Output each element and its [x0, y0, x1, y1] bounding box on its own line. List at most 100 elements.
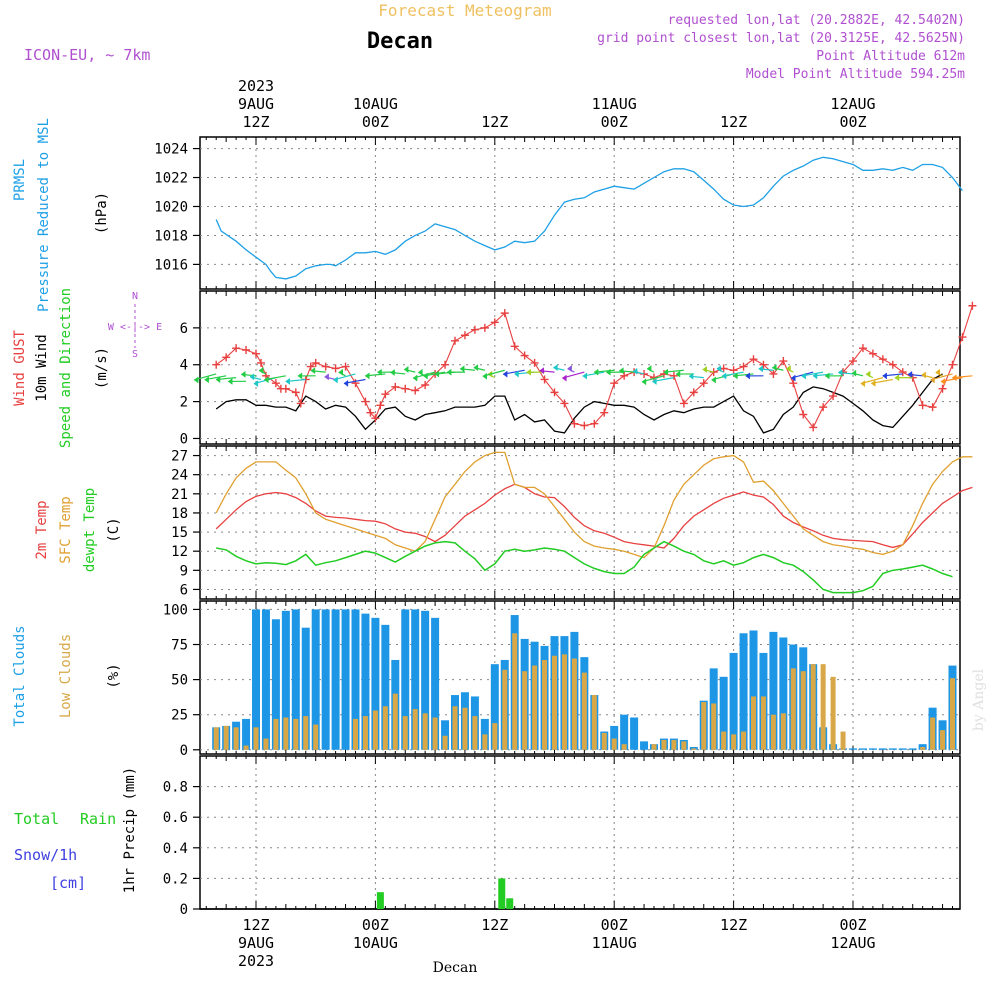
low-cloud-bar — [422, 713, 428, 750]
low-cloud-bar — [532, 665, 538, 750]
gust-marker — [222, 353, 231, 362]
wind-arrowhead — [377, 368, 382, 376]
wind-arrowhead — [249, 373, 255, 381]
top-time-label: 12Z — [242, 113, 269, 131]
total-cloud-bar — [351, 609, 360, 750]
rain-bar — [376, 892, 384, 909]
bottom-time-label: 00Z — [362, 916, 389, 934]
low-cloud-bar — [402, 716, 408, 750]
wind-arrowhead — [258, 366, 264, 374]
total-cloud-bar — [271, 619, 280, 750]
wind-arrowhead — [526, 368, 532, 376]
bottom-time-label: 2023 — [238, 952, 274, 970]
total-cloud-bar — [849, 748, 857, 750]
total-cloud-bar — [490, 664, 499, 750]
wind-arrowhead — [227, 377, 233, 385]
gust-marker — [868, 349, 877, 358]
model-altitude: Model Point Altitude 594.25m — [746, 67, 965, 82]
low-cloud-bar — [293, 718, 299, 750]
wind-arrowhead — [865, 370, 871, 378]
wind-arrowhead — [514, 370, 519, 378]
wind-arrowhead — [343, 379, 349, 387]
series-line-dewpt-temp — [216, 540, 953, 594]
low-cloud-bar — [651, 744, 657, 750]
wind-arrowhead — [333, 376, 338, 384]
total-clouds-label: Total Clouds — [12, 625, 28, 726]
wind-arrowhead — [553, 364, 558, 372]
top-time-label: 00Z — [839, 113, 866, 131]
wind-arrowhead — [716, 365, 722, 373]
total-cloud-bar — [610, 725, 619, 750]
gust-marker — [590, 419, 599, 428]
wind-arrowhead — [324, 373, 329, 381]
total-cloud-bar — [640, 741, 649, 750]
low-cloud-bar — [283, 717, 289, 750]
low-cloud-bar — [770, 714, 776, 750]
gust-marker — [600, 408, 609, 417]
gust-marker — [799, 410, 808, 419]
low-cloud-bar — [780, 713, 786, 750]
clouds-unit: (%) — [106, 663, 122, 688]
gust-marker — [699, 379, 708, 388]
low-cloud-bar — [601, 732, 607, 750]
total-cloud-bar — [719, 676, 728, 750]
wind-arrowhead — [675, 370, 681, 378]
gust-marker — [510, 342, 519, 351]
temp-unit: (C) — [106, 517, 122, 542]
wind-arrowhead — [921, 371, 926, 379]
wind-arrowhead — [204, 376, 209, 384]
series-layer — [193, 156, 977, 910]
low-cloud-bar — [223, 725, 229, 750]
gust-marker — [306, 362, 315, 371]
wind-arrowhead — [930, 376, 935, 384]
low-cloud-bar — [691, 748, 697, 750]
y-tick-label: 1016 — [154, 257, 188, 273]
series-line-prmsl — [215, 156, 963, 280]
low-cloud-bar — [462, 707, 468, 750]
gust-marker — [381, 390, 390, 399]
wind-arrowhead — [646, 365, 652, 373]
y-tick-label: 27 — [171, 449, 188, 465]
wind-arrowhead — [641, 378, 647, 386]
y-tick-label: 75 — [171, 638, 188, 654]
temp-dewpt-label: dewpt Temp — [82, 488, 98, 572]
low-cloud-bar — [233, 727, 239, 750]
low-cloud-bar — [552, 655, 557, 750]
series-line-2m-temp — [215, 483, 973, 549]
y-tick-label: 0.6 — [163, 810, 188, 826]
gust-marker — [769, 369, 778, 378]
wind-arrowhead — [935, 368, 941, 376]
gust-marker — [570, 419, 579, 428]
y-tick-label: 0.8 — [163, 780, 188, 796]
gust-marker — [739, 362, 748, 371]
gust-marker — [376, 401, 385, 410]
snow-label: Snow/1h — [14, 846, 77, 864]
wind-arrowhead — [907, 370, 913, 378]
wind-arrowhead — [801, 372, 806, 380]
bottom-time-label: 00Z — [601, 916, 628, 934]
total-cloud-bar — [252, 609, 260, 750]
top-time-label: 00Z — [362, 113, 389, 131]
top-time-label: 9AUG — [238, 95, 274, 113]
total-cloud-bar — [371, 617, 380, 750]
bottom-time-label: 9AUG — [238, 934, 274, 952]
low-clouds-label: Low Clouds — [58, 634, 74, 718]
gust-marker — [441, 360, 450, 369]
gust-marker — [232, 344, 241, 353]
wind-arrowhead — [702, 365, 707, 373]
total-cloud-bar — [421, 610, 430, 750]
low-cloud-bar — [253, 727, 259, 750]
low-cloud-bar — [362, 716, 368, 750]
gust-marker — [252, 349, 260, 358]
low-cloud-bar — [760, 696, 766, 750]
gust-marker — [669, 371, 678, 380]
gust-marker — [321, 362, 330, 371]
series-line-10m-wind — [215, 373, 943, 434]
gust-marker — [938, 384, 947, 393]
precip-unit: 1hr Precip (mm) — [122, 767, 138, 893]
total-cloud-bar — [749, 630, 758, 750]
gust-marker — [256, 358, 265, 367]
gust-marker — [610, 379, 619, 388]
y-tick-label: 6 — [180, 582, 188, 598]
gust-marker — [411, 386, 420, 395]
